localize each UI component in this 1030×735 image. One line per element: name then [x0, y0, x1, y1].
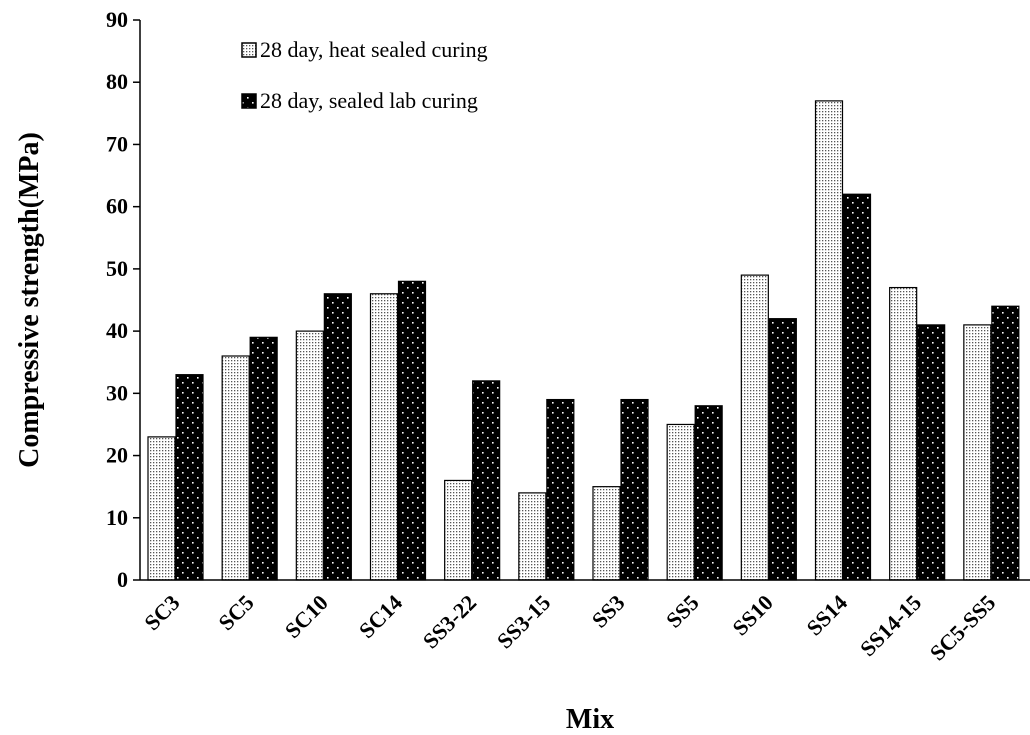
legend-swatch-lab [241, 93, 257, 109]
legend-swatch-heat [241, 42, 257, 58]
x-tick-label: SC3 [139, 590, 184, 635]
x-tick-label: SS14-15 [855, 590, 926, 661]
bar-heat-ss14-15 [889, 286, 918, 581]
bar-heat-ss14 [814, 100, 844, 581]
bar-heat-sc3 [147, 436, 176, 581]
y-axis-title: Compressive strength(MPa) [14, 132, 45, 468]
bar-lab-ss3 [620, 398, 649, 581]
x-tick-label: SS3-15 [492, 590, 555, 653]
y-tick-label: 40 [106, 318, 128, 343]
bar-lab-ss3-15 [546, 398, 575, 581]
x-tick-label: SC5 [213, 590, 258, 635]
bar-heat-ss5 [666, 423, 695, 581]
y-tick-label: 50 [106, 256, 128, 281]
y-tick-label: 0 [117, 567, 128, 592]
bar-heat-sc14 [369, 293, 399, 581]
bar-lab-ss10 [768, 318, 797, 581]
legend-label-heat: 28 day, heat sealed curing [260, 37, 488, 62]
bar-heat-ss3 [592, 486, 621, 581]
y-tick-label: 10 [106, 505, 128, 530]
x-tick-label: SS5 [661, 590, 704, 633]
bar-lab-sc14 [397, 280, 427, 581]
bar-heat-ss3-22 [444, 479, 473, 581]
bar-lab-ss14-15 [917, 324, 946, 581]
bar-lab-ss14 [842, 193, 872, 581]
bar-heat-ss3-15 [518, 492, 547, 581]
bar-lab-sc10 [323, 293, 352, 581]
x-tick-label: SC5-SS5 [925, 590, 1001, 666]
legend: 28 day, heat sealed curing 28 day, seale… [241, 37, 488, 113]
x-tick-label: SS14 [801, 590, 852, 641]
bar-lab-sc5-ss5 [991, 305, 1020, 581]
x-tick-label: SC10 [280, 590, 333, 643]
x-axis-title: Mix [566, 704, 614, 735]
y-tick-label: 30 [106, 380, 128, 405]
x-tick-label: SS3 [587, 590, 630, 633]
bar-lab-ss5 [694, 405, 723, 581]
y-tick-label: 80 [106, 69, 128, 94]
bar-lab-ss3-22 [472, 380, 501, 581]
bar-heat-ss10 [740, 274, 769, 581]
x-tick-labels: SC3 SC5 SC10 SC14 SS3-22 SS3-15 SS3 SS5 SS10 SS14… [139, 590, 1000, 666]
bar-heat-sc5-ss5 [963, 324, 992, 581]
bar-lab-sc3 [175, 374, 204, 581]
x-tick-label: SS3-22 [418, 590, 481, 653]
x-tick-label: SS10 [727, 590, 778, 641]
y-ticks: 0 10 20 30 40 50 60 70 80 90 [106, 7, 140, 592]
bar-lab-sc5 [249, 336, 278, 581]
axes-layer [139, 20, 1030, 581]
y-tick-label: 70 [106, 131, 128, 156]
y-tick-label: 60 [106, 194, 128, 219]
legend-label-lab: 28 day, sealed lab curing [260, 88, 478, 113]
x-tick-label: SC14 [354, 590, 407, 643]
bar-heat-sc10 [295, 330, 324, 581]
y-tick-label: 20 [106, 443, 128, 468]
bars-layer [147, 100, 1020, 581]
bar-heat-sc5 [221, 355, 250, 581]
y-tick-label: 90 [106, 7, 128, 32]
